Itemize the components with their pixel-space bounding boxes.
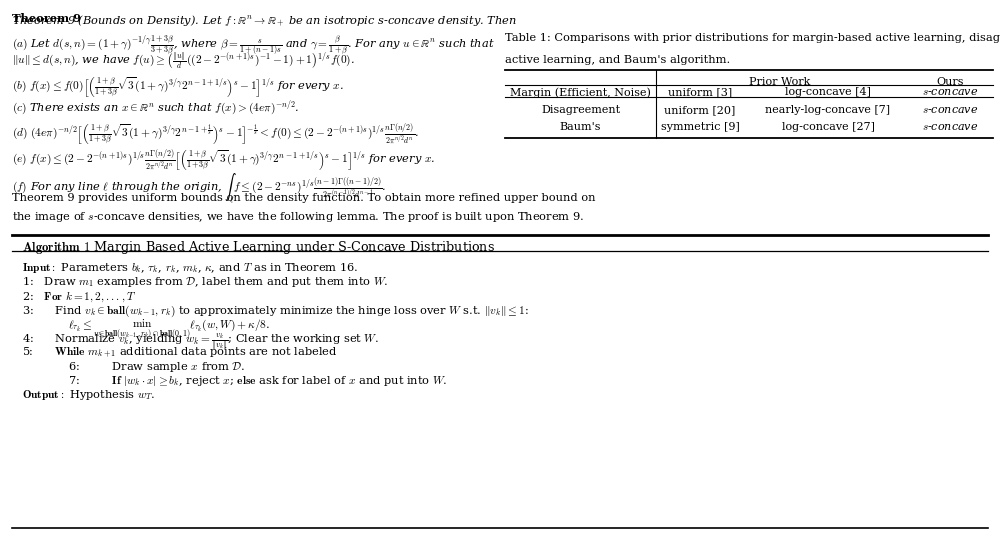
Text: uniform [3]: uniform [3] bbox=[668, 87, 732, 98]
Text: $(f)$ For any line $\ell$ through the origin, $\int_\ell f \leq (2-2^{-ns})^{1/s: $(f)$ For any line $\ell$ through the or… bbox=[12, 171, 387, 206]
Text: $s$-concave: $s$-concave bbox=[922, 87, 978, 98]
Text: $\|u\| \leq d(s,n)$, we have $f(u) \geq \left(\frac{\|u\|}{d}((2-2^{-(n+1)s})^{-: $\|u\| \leq d(s,n)$, we have $f(u) \geq … bbox=[12, 51, 355, 72]
Text: 2:   $\mathbf{For}$ $k = 1, 2, ..., T$: 2: $\mathbf{For}$ $k = 1, 2, ..., T$ bbox=[22, 289, 136, 304]
Text: $s$-concave: $s$-concave bbox=[922, 122, 978, 132]
Text: $(d)$ $(4e\pi)^{-n/2}\left[\left(\frac{1+\beta}{1+3\beta}\sqrt{3}(1+\gamma)^{3/\: $(d)$ $(4e\pi)^{-n/2}\left[\left(\frac{1… bbox=[12, 122, 419, 147]
Text: Theorem 9 (Bounds on Density). Let $f : \mathbb{R}^n \rightarrow \mathbb{R}_+$ b: Theorem 9 (Bounds on Density). Let $f : … bbox=[12, 14, 517, 29]
Text: 4:      Normalize $v_k$, yielding $w_k = \frac{v_k}{\|v_k\|}$; Clear the working: 4: Normalize $v_k$, yielding $w_k = \fra… bbox=[22, 332, 379, 353]
Text: 7:         $\mathbf{If}$ $|w_k \cdot x| \geq b_k$, reject $x$; $\mathbf{else}$ a: 7: $\mathbf{If}$ $|w_k \cdot x| \geq b_k… bbox=[68, 374, 448, 388]
Text: Theorem 9: Theorem 9 bbox=[12, 14, 81, 24]
Text: log-concave [4]: log-concave [4] bbox=[785, 87, 871, 98]
Text: Ours: Ours bbox=[936, 77, 964, 87]
Text: $\ell_{\tau_k} \leq \min_{w\in\mathbf{ball}(w_{k-1},r_k)\cap\mathbf{ball}(0,1)} : $\ell_{\tau_k} \leq \min_{w\in\mathbf{ba… bbox=[68, 318, 270, 340]
Text: Margin (Efficient, Noise): Margin (Efficient, Noise) bbox=[510, 87, 651, 98]
Text: 1:   Draw $m_1$ examples from $\mathcal{D}$, label them and put them into $W$.: 1: Draw $m_1$ examples from $\mathcal{D}… bbox=[22, 275, 389, 289]
Text: $\mathbf{Output:}$ Hypothesis $w_T$.: $\mathbf{Output:}$ Hypothesis $w_T$. bbox=[22, 388, 155, 402]
Text: $(c)$ There exists an $x \in \mathbb{R}^n$ such that $f(x) > (4e\pi)^{-n/2}$.: $(c)$ There exists an $x \in \mathbb{R}^… bbox=[12, 98, 299, 117]
Text: 3:      Find $v_k \in \mathbf{ball}(w_{k-1}, r_k)$ to approximately minimize the: 3: Find $v_k \in \mathbf{ball}(w_{k-1}, … bbox=[22, 303, 529, 319]
Text: $(b)$ $f(x) \leq f(0)\left[\left(\frac{1+\beta}{1+3\beta}\sqrt{3}(1+\gamma)^{3/\: $(b)$ $f(x) \leq f(0)\left[\left(\frac{1… bbox=[12, 76, 344, 100]
Text: log-concave [27]: log-concave [27] bbox=[782, 122, 874, 132]
Text: $\mathbf{Input:}$ Parameters $b_k$, $\tau_k$, $r_k$, $m_k$, $\kappa$, and $T$ as: $\mathbf{Input:}$ Parameters $b_k$, $\ta… bbox=[22, 261, 358, 275]
Text: uniform [20]: uniform [20] bbox=[664, 105, 736, 115]
Text: $\mathbf{Algorithm\ 1}$ Margin Based Active Learning under S-Concave Distributio: $\mathbf{Algorithm\ 1}$ Margin Based Act… bbox=[22, 239, 495, 255]
Text: Table 1: Comparisons with prior distributions for margin-based active learning, : Table 1: Comparisons with prior distribu… bbox=[505, 33, 1000, 44]
Text: Prior Work: Prior Work bbox=[749, 77, 811, 87]
Text: nearly-log-concave [7]: nearly-log-concave [7] bbox=[765, 105, 891, 115]
Text: 5:      $\mathbf{While}$ $m_{k+1}$ additional data points are not labeled: 5: $\mathbf{While}$ $m_{k+1}$ additional… bbox=[22, 346, 337, 360]
Text: Baum's: Baum's bbox=[560, 122, 601, 132]
Text: active learning, and Baum's algorithm.: active learning, and Baum's algorithm. bbox=[505, 55, 730, 65]
Text: the image of $s$-concave densities, we have the following lemma. The proof is bu: the image of $s$-concave densities, we h… bbox=[12, 210, 584, 224]
Text: $(e)$ $f(x) \leq (2-2^{-(n+1)s})^{1/s}\frac{n\Gamma(n/2)}{2\pi^{n/2}d^n}\left[\l: $(e)$ $f(x) \leq (2-2^{-(n+1)s})^{1/s}\f… bbox=[12, 148, 435, 173]
Text: symmetric [9]: symmetric [9] bbox=[661, 122, 739, 132]
Text: Theorem 9 provides uniform bounds on the density function. To obtain more refine: Theorem 9 provides uniform bounds on the… bbox=[12, 193, 596, 204]
Text: 6:         Draw sample $x$ from $\mathcal{D}$.: 6: Draw sample $x$ from $\mathcal{D}$. bbox=[68, 360, 245, 374]
Text: $s$-concave: $s$-concave bbox=[922, 105, 978, 115]
Text: $(a)$ Let $d(s,n) = (1+\gamma)^{-1/\gamma}\frac{1+3\beta}{3+3\beta}$, where $\be: $(a)$ Let $d(s,n) = (1+\gamma)^{-1/\gamm… bbox=[12, 33, 495, 57]
Text: Disagreement: Disagreement bbox=[541, 105, 620, 115]
